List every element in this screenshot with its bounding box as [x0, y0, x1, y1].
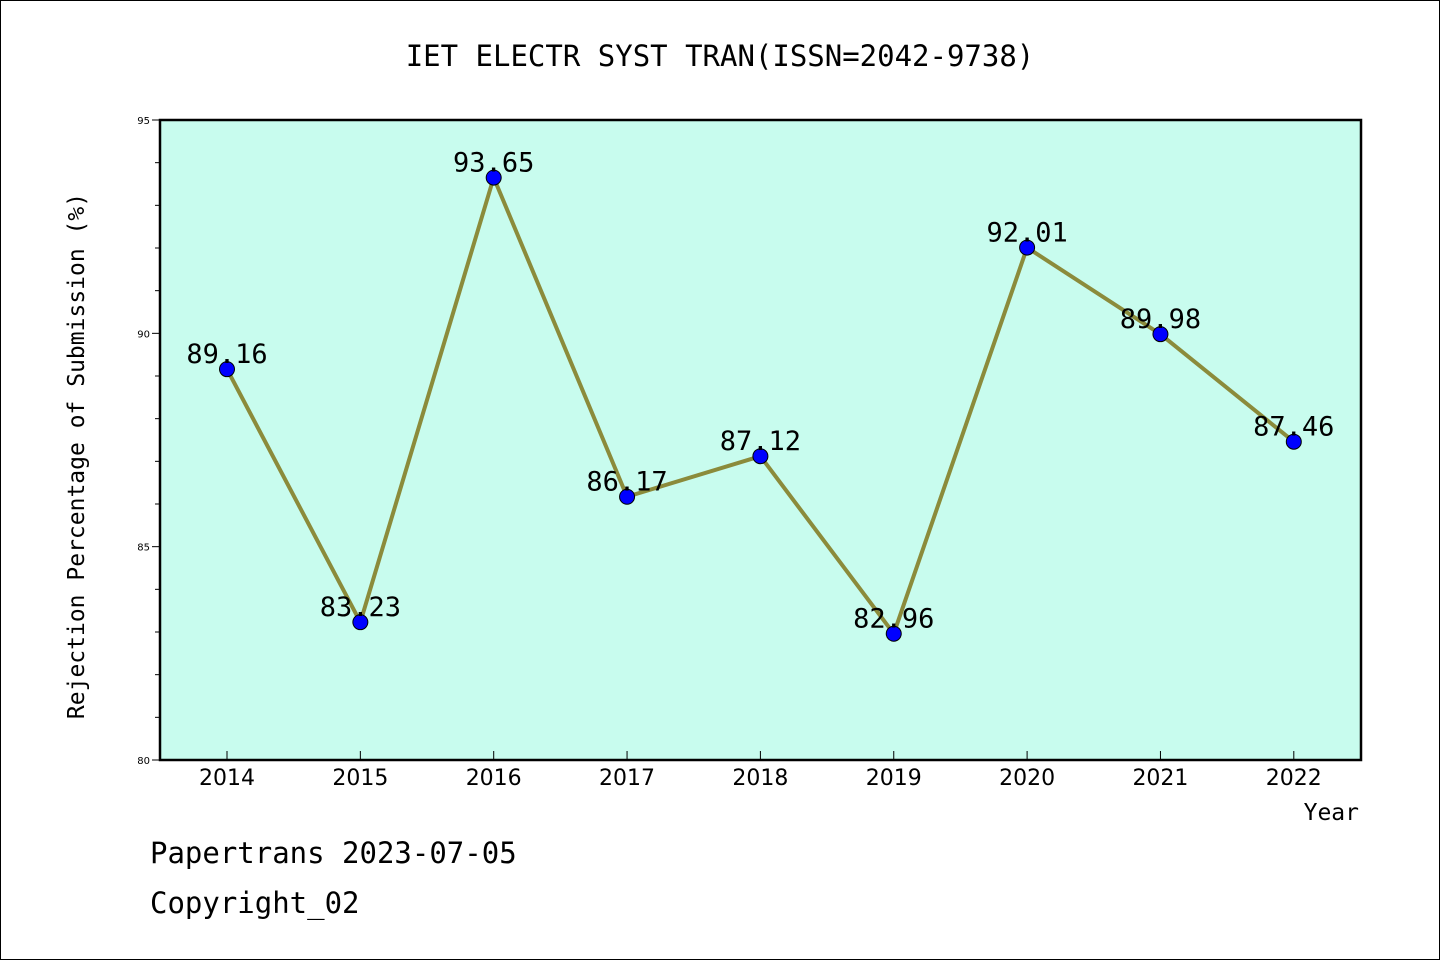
x-tick-label: 2019 [866, 766, 922, 791]
footer-copyright: Copyright_02 [150, 886, 360, 920]
x-tick-label: 2020 [999, 766, 1055, 791]
footer-date: Papertrans 2023-07-05 [150, 836, 517, 870]
x-tick-label: 2016 [466, 766, 522, 791]
y-tick-label: 80 [137, 756, 150, 767]
data-label: 86.17 [586, 467, 667, 498]
data-label: 93.65 [453, 148, 534, 179]
x-axis-label: Year [1304, 800, 1359, 826]
data-label: 92.01 [986, 218, 1067, 249]
data-point [1285, 433, 1302, 450]
data-label: 82.96 [853, 604, 934, 635]
data-label: 83.23 [320, 592, 401, 623]
x-tick-label: 2021 [1132, 766, 1188, 791]
y-axis: 80 85 90 95 [137, 116, 160, 767]
x-tick-label: 2017 [599, 766, 655, 791]
data-label: 89.16 [186, 339, 267, 370]
x-tick-label: 2018 [732, 766, 788, 791]
series-line-group [219, 169, 1302, 642]
data-point [885, 625, 902, 642]
chart-title: IET ELECTR SYST TRAN(ISSN=2042-9738) [406, 39, 1035, 73]
data-point [1152, 326, 1169, 343]
plot-area [158, 118, 1363, 762]
data-label: 87.46 [1253, 412, 1334, 443]
y-tick-label: 95 [137, 116, 150, 127]
x-tick-label: 2022 [1266, 766, 1322, 791]
data-point [219, 361, 235, 378]
data-point [352, 614, 369, 631]
y-tick-label: 85 [137, 543, 150, 554]
data-point [1019, 239, 1036, 256]
data-point [752, 448, 769, 465]
data-label: 89.98 [1120, 304, 1201, 335]
x-tick-label: 2014 [199, 766, 255, 791]
y-axis-label: Rejection Percentage of Submission (%) [64, 193, 90, 719]
y-tick-label: 90 [137, 329, 150, 340]
data-point [619, 488, 636, 505]
x-axis: 2014 2015 2016 2017 2018 2019 2020 2021 2022 [199, 751, 1322, 791]
data-label: 87.12 [720, 426, 801, 457]
data-labels: 89.16 83.23 93.65 86.17 87.12 82.96 92.01 89.98… [186, 148, 1334, 635]
x-tick-label: 2015 [332, 766, 388, 791]
data-point [485, 169, 502, 186]
